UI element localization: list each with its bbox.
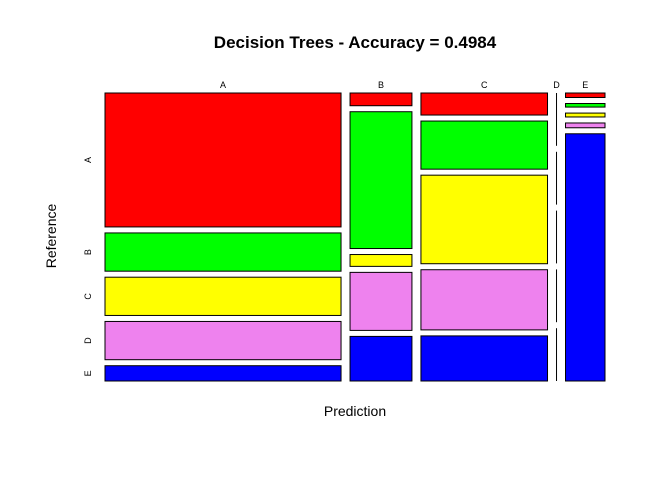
row-label-e: E (83, 370, 93, 376)
tile-pred-a-ref-d (104, 320, 342, 361)
tile-pred-c-ref-a (420, 92, 549, 116)
column-label-e: E (582, 80, 588, 90)
tile-pred-e-ref-a (565, 92, 606, 99)
tile-pred-e-ref-d (565, 122, 606, 129)
column-labels: A B C D E (220, 80, 588, 90)
row-label-a: A (83, 157, 93, 163)
y-axis-label: Reference (43, 203, 59, 268)
tile-pred-b-ref-d (349, 271, 413, 331)
tile-pred-a-ref-c (104, 276, 342, 316)
tile-pred-b-ref-e (349, 335, 413, 382)
tile-pred-c-ref-d (420, 269, 549, 331)
mosaic-tiles (104, 92, 606, 382)
tile-pred-e-ref-b (565, 103, 606, 108)
tile-pred-c-ref-c (420, 174, 549, 265)
column-label-c: C (481, 80, 488, 90)
tile-pred-a-ref-a (104, 92, 342, 228)
tile-pred-e-ref-c (565, 112, 606, 118)
tile-pred-c-ref-e (420, 335, 549, 382)
tile-pred-a-ref-e (104, 365, 342, 382)
column-label-d: D (553, 80, 560, 90)
tile-pred-b-ref-a (349, 92, 413, 107)
x-axis-label: Prediction (324, 403, 386, 419)
tile-pred-e-ref-e (565, 133, 606, 382)
tile-pred-a-ref-b (104, 232, 342, 272)
row-label-c: C (83, 293, 93, 300)
row-label-b: B (83, 249, 93, 255)
column-label-b: B (378, 80, 384, 90)
column-label-a: A (220, 80, 226, 90)
tile-pred-c-ref-b (420, 120, 549, 170)
row-labels: A B C D E (83, 157, 93, 376)
tile-pred-b-ref-c (349, 254, 413, 267)
row-label-d: D (83, 337, 93, 344)
tile-pred-b-ref-b (349, 111, 413, 250)
chart-title: Decision Trees - Accuracy = 0.4984 (214, 33, 497, 52)
